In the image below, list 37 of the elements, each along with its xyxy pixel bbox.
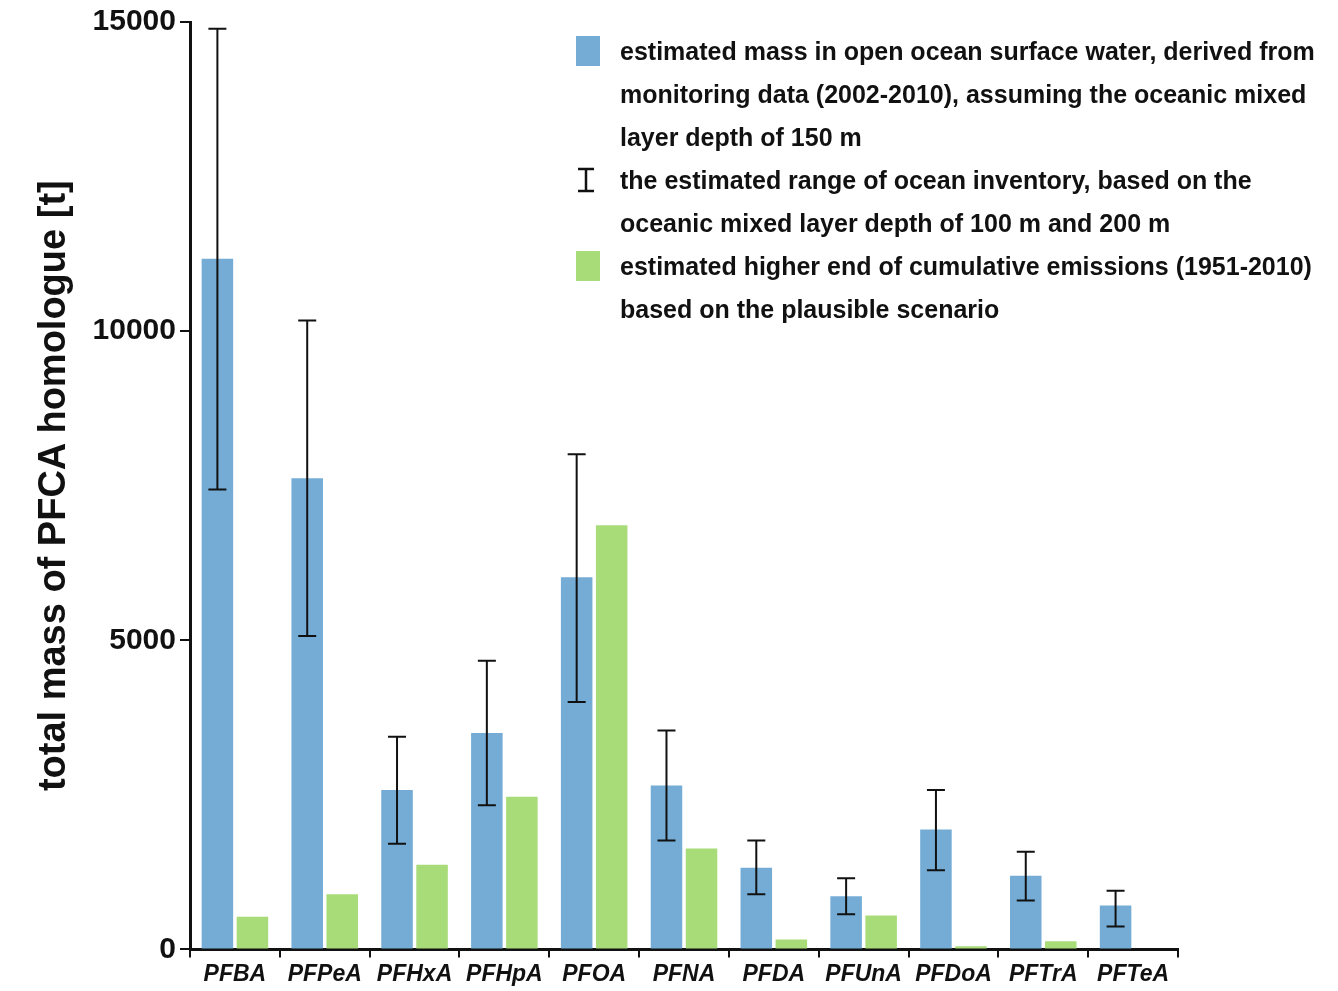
- bar: [560, 577, 593, 949]
- x-tick-label: PFTeA: [1097, 959, 1170, 986]
- bar: [920, 829, 952, 949]
- y-axis-title: total mass of PFCA homologue [t]: [31, 180, 74, 792]
- x-tick-label: PFNA: [652, 959, 716, 986]
- y-tick-label: 15000: [92, 3, 176, 37]
- bar: [1099, 905, 1132, 949]
- bar: [865, 915, 897, 949]
- bar: [291, 478, 323, 949]
- bar: [740, 867, 773, 949]
- x-tick-label: PFPeA: [287, 959, 362, 986]
- x-tick-label: PFHpA: [466, 959, 543, 986]
- x-tick-label: PFHxA: [376, 959, 453, 986]
- bar: [471, 733, 503, 949]
- x-tick-label: PFTrA: [1008, 959, 1078, 986]
- bar: [595, 525, 628, 949]
- bar: [506, 796, 538, 949]
- bar: [201, 258, 234, 949]
- bar: [1045, 941, 1077, 949]
- bar: [381, 789, 413, 949]
- bar: [326, 894, 359, 949]
- y-tick-label: 10000: [92, 312, 176, 346]
- x-tick-label: PFDA: [742, 959, 806, 986]
- bar: [416, 864, 448, 949]
- y-tick-label: 0: [159, 930, 176, 964]
- bar: [830, 896, 862, 949]
- x-tick-label: PFOA: [562, 959, 627, 986]
- bar: [236, 916, 269, 949]
- bar: [955, 946, 987, 949]
- legend-label: estimated higher end of cumulative emissions (1951-2010) based on the plausible scenario: [620, 251, 1313, 325]
- x-tick-label: PFBA: [203, 959, 267, 986]
- x-tick-label: PFDoA: [915, 959, 992, 986]
- bar: [650, 785, 683, 949]
- bar: [1010, 875, 1042, 949]
- x-tick-label: PFUnA: [825, 959, 902, 986]
- y-tick-label: 5000: [109, 621, 176, 655]
- bar: [685, 848, 718, 949]
